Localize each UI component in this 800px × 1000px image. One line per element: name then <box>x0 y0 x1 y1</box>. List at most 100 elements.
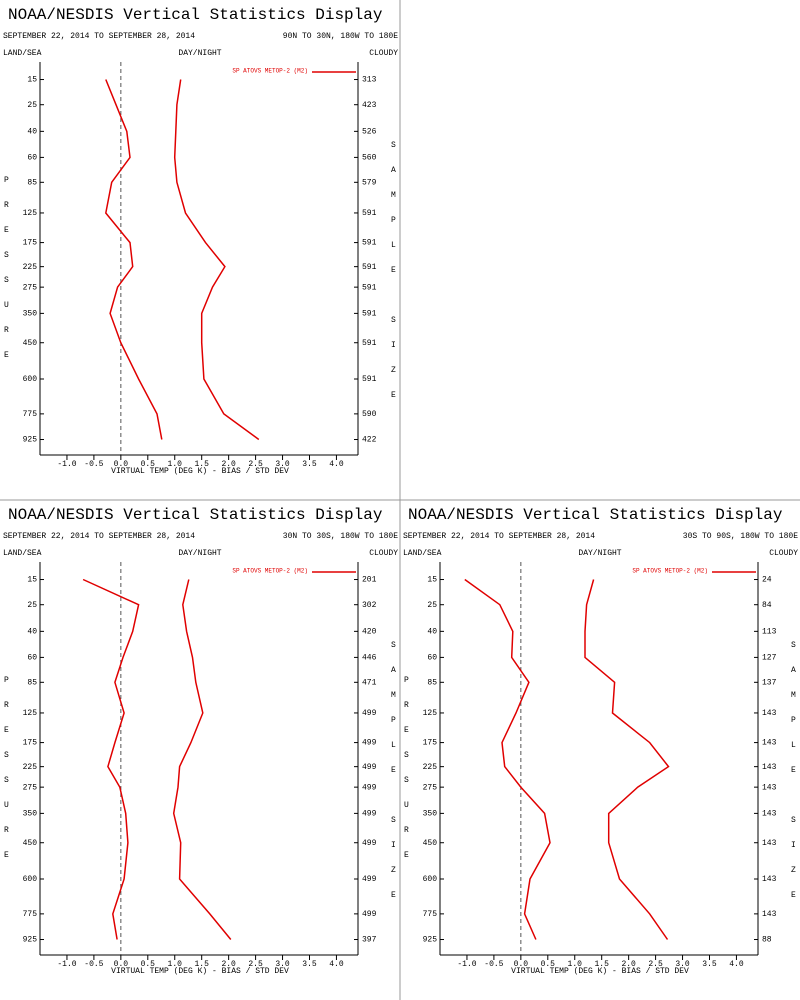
sample-size-label: 579 <box>362 178 377 187</box>
sample-size-label: 422 <box>362 436 377 445</box>
y-tick-label: 175 <box>423 739 438 748</box>
x-tick-label: 3.5 <box>302 960 317 969</box>
x-tick-label: 0.0 <box>114 460 129 469</box>
filter-label: LAND/SEA <box>3 549 42 558</box>
filter-label: CLOUDY <box>369 549 398 558</box>
panel: NOAA/NESDIS Vertical Statistics Display S… <box>2 506 398 976</box>
sample-size-label: 143 <box>762 910 777 919</box>
sample-size-label: 84 <box>762 601 772 610</box>
y-tick-label: 275 <box>423 783 438 792</box>
x-tick-label: 4.0 <box>729 960 744 969</box>
y-tick-label: 225 <box>23 263 38 272</box>
y-tick-label: 450 <box>23 839 38 848</box>
sample-size-label: 560 <box>362 154 377 163</box>
y-tick-label: 25 <box>27 601 37 610</box>
sample-size-label: 143 <box>762 739 777 748</box>
y2-axis-label: SAMPLE SIZE <box>389 141 398 416</box>
y-tick-label: 350 <box>23 809 38 818</box>
y-tick-label: 225 <box>23 763 38 772</box>
sample-size-label: 143 <box>762 763 777 772</box>
x-tick-label: 0.5 <box>541 960 556 969</box>
region: 90N TO 30N, 180W TO 180E <box>283 32 398 41</box>
sample-size-label: 471 <box>362 678 377 687</box>
legend-label: SP ATOVS METOP-2 (M2) <box>232 568 308 575</box>
x-tick-label: 1.5 <box>194 460 209 469</box>
sample-size-label: 591 <box>362 209 377 218</box>
x-tick-label: 2.0 <box>221 460 236 469</box>
sample-size-label: 143 <box>762 783 777 792</box>
sample-size-label: 499 <box>362 709 377 718</box>
sample-size-label: 591 <box>362 263 377 272</box>
x-tick-label: 3.5 <box>702 960 717 969</box>
y-tick-label: 85 <box>427 678 437 687</box>
x-tick-label: 0.0 <box>514 960 529 969</box>
y-tick-label: 15 <box>427 576 437 585</box>
panel-title: NOAA/NESDIS Vertical Statistics Display <box>408 506 783 524</box>
sample-size-label: 591 <box>362 283 377 292</box>
sample-size-label: 127 <box>762 654 777 663</box>
x-tick-label: 4.0 <box>329 460 344 469</box>
x-tick-label: 1.0 <box>568 960 583 969</box>
sample-size-label: 499 <box>362 763 377 772</box>
x-tick-label: 3.0 <box>675 960 690 969</box>
sample-size-label: 499 <box>362 875 377 884</box>
bias-line <box>464 578 551 940</box>
y-tick-label: 775 <box>423 910 438 919</box>
y-tick-label: 600 <box>23 375 38 384</box>
std-dev-line <box>172 579 232 940</box>
sample-size-label: 420 <box>362 627 377 636</box>
x-tick-label: -1.0 <box>57 460 76 469</box>
y-tick-label: 350 <box>23 309 38 318</box>
y-tick-label: 600 <box>23 875 38 884</box>
y-tick-label: 225 <box>423 763 438 772</box>
x-tick-label: 2.5 <box>648 960 663 969</box>
sample-size-label: 499 <box>362 783 377 792</box>
panel-title: NOAA/NESDIS Vertical Statistics Display <box>8 6 383 24</box>
sample-size-label: 499 <box>362 839 377 848</box>
y-tick-label: 925 <box>23 436 38 445</box>
sample-size-label: 591 <box>362 339 377 348</box>
y-axis-label: PRESSURE <box>402 676 411 876</box>
x-tick-label: -0.5 <box>84 460 103 469</box>
sample-size-label: 201 <box>362 576 377 585</box>
period: SEPTEMBER 22, 2014 TO SEPTEMBER 28, 2014 <box>3 532 195 541</box>
sample-size-label: 526 <box>362 127 377 136</box>
period: SEPTEMBER 22, 2014 TO SEPTEMBER 28, 2014 <box>403 532 595 541</box>
panel-title: NOAA/NESDIS Vertical Statistics Display <box>8 506 383 524</box>
y-tick-label: 15 <box>27 576 37 585</box>
x-tick-label: 3.0 <box>275 460 290 469</box>
y-tick-label: 175 <box>23 739 38 748</box>
sample-size-label: 143 <box>762 709 777 718</box>
x-tick-label: 3.5 <box>302 460 317 469</box>
y2-axis-label: SAMPLE SIZE <box>789 641 798 916</box>
y2-axis-label: SAMPLE SIZE <box>389 641 398 916</box>
y-tick-label: 85 <box>27 678 37 687</box>
sample-size-label: 137 <box>762 678 777 687</box>
x-tick-label: 4.0 <box>329 960 344 969</box>
std-dev-line <box>584 579 670 940</box>
bias-line <box>104 79 163 440</box>
sample-size-label: 143 <box>762 875 777 884</box>
x-tick-label: 1.0 <box>168 960 183 969</box>
x-tick-label: -1.0 <box>457 960 476 969</box>
y-tick-label: 25 <box>427 601 437 610</box>
x-tick-label: 0.5 <box>141 460 156 469</box>
y-tick-label: 350 <box>423 809 438 818</box>
sample-size-label: 446 <box>362 654 377 663</box>
sample-size-label: 302 <box>362 601 377 610</box>
x-tick-label: 1.5 <box>594 960 609 969</box>
sample-size-label: 88 <box>762 936 772 945</box>
y-axis-label: PRESSURE <box>2 176 11 376</box>
sample-size-label: 143 <box>762 839 777 848</box>
x-tick-label: -0.5 <box>84 960 103 969</box>
sample-size-label: 591 <box>362 375 377 384</box>
sample-size-label: 499 <box>362 809 377 818</box>
y-tick-label: 125 <box>23 709 38 718</box>
sample-size-label: 313 <box>362 76 377 85</box>
y-tick-label: 450 <box>23 339 38 348</box>
x-tick-label: 2.5 <box>248 960 263 969</box>
filter-label: DAY/NIGHT <box>178 549 221 558</box>
y-tick-label: 775 <box>23 910 38 919</box>
y-tick-label: 925 <box>423 936 438 945</box>
y-tick-label: 600 <box>423 875 438 884</box>
